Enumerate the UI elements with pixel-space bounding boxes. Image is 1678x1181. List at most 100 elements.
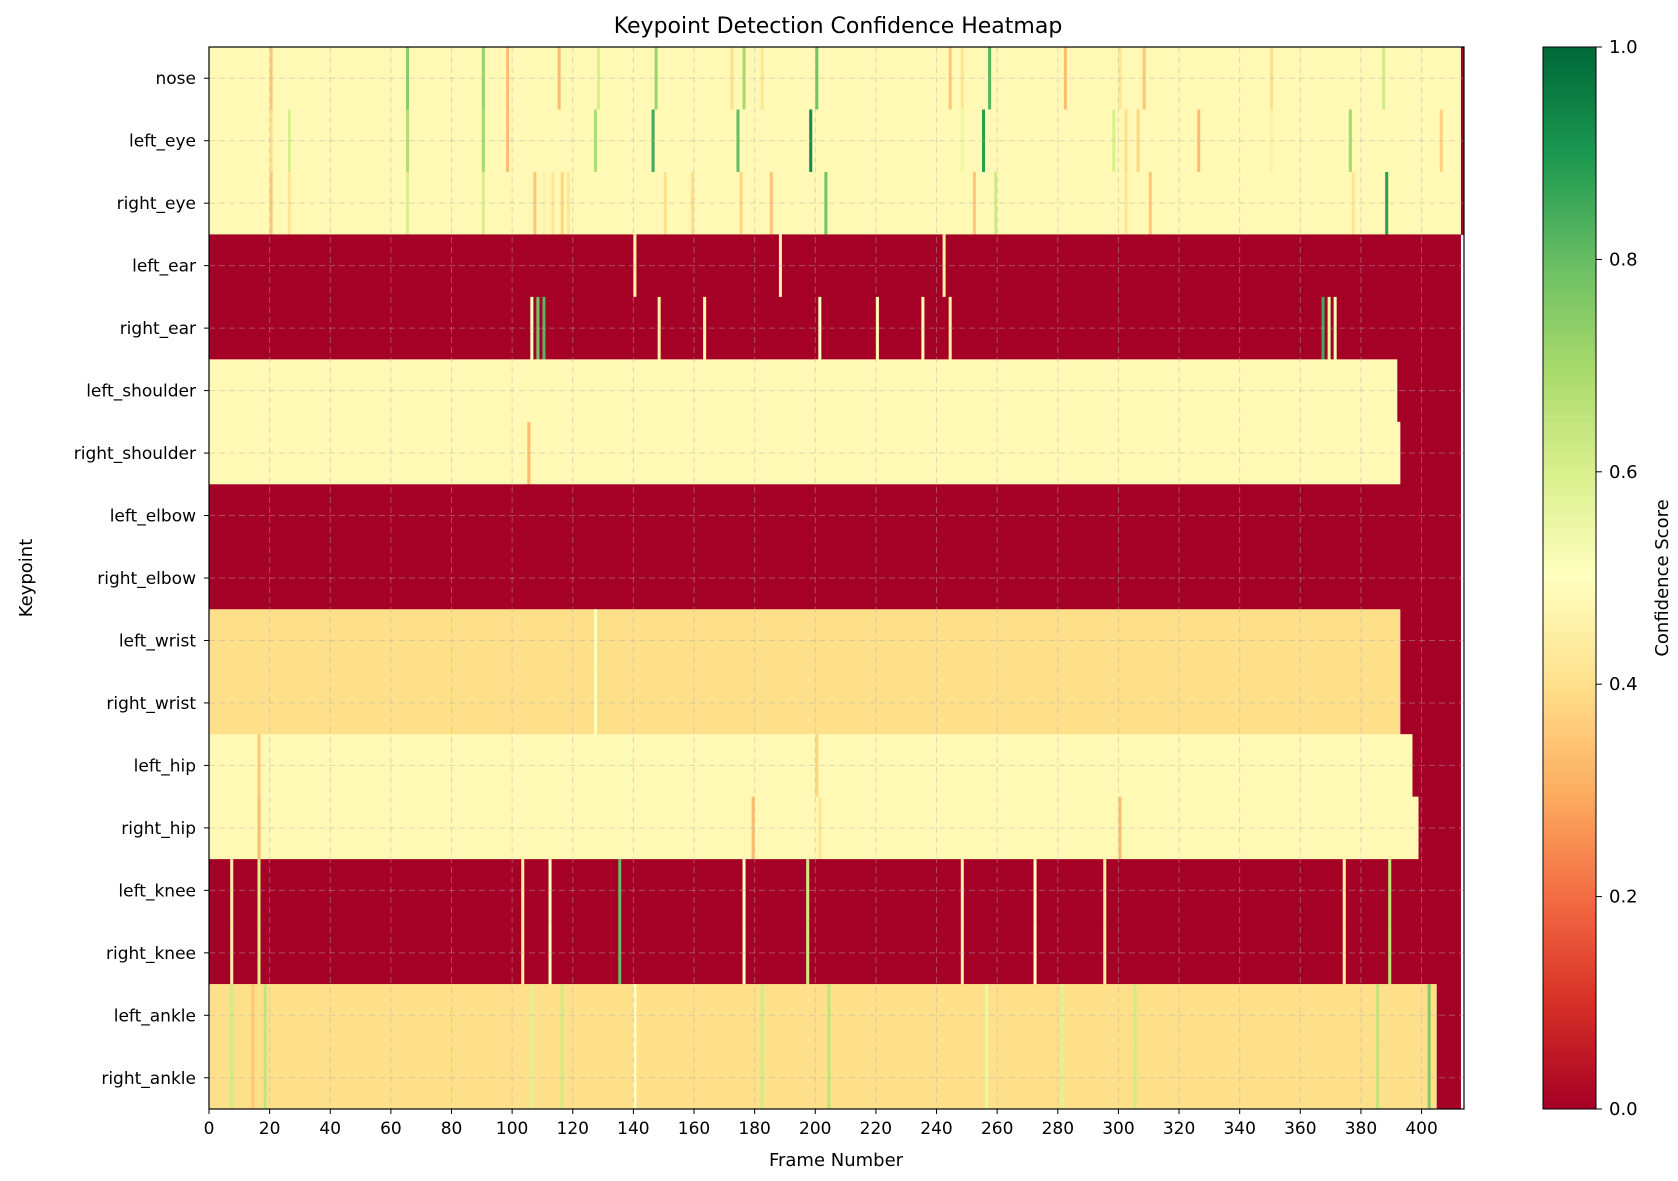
- colorbar-tick-label-0.4: 0.4: [1609, 674, 1638, 695]
- x-tick-label-160: 160: [678, 1119, 710, 1139]
- heatmap-cell-left_ankle-frame-106: [530, 984, 534, 1048]
- heatmap-segment-right_elbow-0: [209, 546, 1461, 610]
- heatmap-segment-right_ankle-1: [1436, 1046, 1461, 1110]
- heatmap-cell-nose-frame-308: [1142, 47, 1146, 110]
- heatmap-cell-left_ankle-frame-402: [1427, 984, 1431, 1048]
- heatmap-cell-nose-frame-65: [406, 47, 410, 110]
- heatmap-cell-left_eye-frame-248: [960, 109, 964, 173]
- heatmap-cell-right_eye-frame-118: [566, 171, 570, 235]
- y-tick-label-left_shoulder: left_shoulder: [86, 382, 196, 402]
- heatmap-cell-nose-frame-20: [269, 47, 273, 110]
- heatmap-cell-left_knee-frame-272: [1033, 859, 1037, 923]
- heatmap-cell-right_eye-frame-259: [994, 171, 998, 235]
- heatmap-cell-right_hip-frame-179: [751, 796, 755, 860]
- x-tick-label-0: 0: [204, 1119, 215, 1139]
- heatmap-cell-left_ankle-frame-256: [985, 984, 989, 1048]
- heatmap-cell-left_hip-frame-200: [815, 734, 819, 798]
- y-tick-label-left_eye: left_eye: [129, 132, 196, 152]
- heatmap-cells: [209, 47, 1464, 1110]
- heatmap-cell-left_eye-frame-298: [1112, 109, 1116, 173]
- heatmap-segment-right_wrist-0: [209, 671, 1401, 735]
- heatmap-cell-right_eye-frame-116: [560, 171, 564, 235]
- colorbar-label: Confidence Score: [1652, 499, 1673, 656]
- x-tick-label-400: 400: [1405, 1119, 1437, 1139]
- heatmap-cell-left_ear-frame-242: [942, 234, 946, 298]
- heatmap-cell-right_eye-frame-252: [972, 171, 976, 235]
- chart-title: Keypoint Detection Confidence Heatmap: [614, 14, 1063, 39]
- heatmap-cell-left_eye-frame-302: [1124, 109, 1128, 173]
- heatmap-segment-left_ankle-0: [209, 984, 1437, 1048]
- heatmap-cell-left_knee-frame-176: [742, 859, 746, 923]
- heatmap-cell-right_ankle-frame-305: [1133, 1046, 1137, 1110]
- colorbar-tick-label-0.0: 0.0: [1609, 1099, 1638, 1120]
- heatmap-cell-right_eye-frame-110: [542, 171, 546, 235]
- heatmap-cell-nose-frame-128: [597, 47, 601, 110]
- heatmap-cell-right_eye-frame-150: [663, 171, 667, 235]
- heatmap-cell-right_ankle-frame-256: [985, 1046, 989, 1110]
- heatmap-cell-nose-frame-413: [1460, 47, 1464, 110]
- heatmap-cell-left_ankle-frame-281: [1060, 984, 1064, 1048]
- heatmap-cell-right_ankle-frame-281: [1060, 1046, 1064, 1110]
- heatmap-cell-left_knee-frame-248: [960, 859, 964, 923]
- heatmap-cell-right_ear-frame-367: [1321, 296, 1325, 360]
- y-tick-label-right_eye: right_eye: [117, 194, 196, 214]
- heatmap-segment-right_wrist-1: [1400, 671, 1461, 735]
- heatmap-cell-nose-frame-176: [742, 47, 746, 110]
- heatmap-cell-right_knee-frame-112: [548, 921, 552, 985]
- heatmap-cell-nose-frame-115: [557, 47, 561, 110]
- x-tick-label-220: 220: [860, 1119, 892, 1139]
- heatmap-segment-left_wrist-1: [1400, 609, 1461, 673]
- heatmap-cell-nose-frame-300: [1118, 47, 1122, 110]
- heatmap-cell-left_eye-frame-20: [269, 109, 273, 173]
- x-tick-label-40: 40: [319, 1119, 341, 1139]
- heatmap-cell-right_ear-frame-201: [818, 296, 822, 360]
- heatmap-cell-nose-frame-90: [481, 47, 485, 110]
- colorbar: [1542, 46, 1597, 1110]
- y-tick-label-right_wrist: right_wrist: [106, 694, 196, 714]
- heatmap-segment-right_hip-1: [1418, 796, 1461, 860]
- x-tick-label-60: 60: [380, 1119, 402, 1139]
- heatmap-cell-left_ankle-frame-18: [263, 984, 267, 1048]
- heatmap-cell-left_eye-frame-255: [982, 109, 986, 173]
- y-tick-label-right_knee: right_knee: [106, 944, 196, 964]
- heatmap-cell-right_ankle-frame-116: [560, 1046, 564, 1110]
- heatmap-segment-nose-0: [209, 47, 1461, 110]
- x-tick-label-320: 320: [1163, 1119, 1195, 1139]
- x-tick-label-260: 260: [981, 1119, 1013, 1139]
- heatmap-cell-left_eye-frame-198: [809, 109, 813, 173]
- heatmap-cell-right_ear-frame-148: [657, 296, 661, 360]
- heatmap-cell-right_eye-frame-159: [690, 171, 695, 235]
- x-tick-label-80: 80: [441, 1119, 463, 1139]
- heatmap-cell-right_eye-frame-26: [287, 171, 291, 235]
- heatmap-segment-right_shoulder-0: [209, 421, 1401, 485]
- heatmap-segment-right_ear-0: [209, 296, 1461, 360]
- heatmap-cell-right_ear-frame-369: [1327, 296, 1331, 360]
- heatmap-cell-nose-frame-350: [1269, 47, 1274, 110]
- heatmap-segment-right_hip-0: [209, 796, 1419, 860]
- heatmap-cell-right_eye-frame-310: [1148, 171, 1152, 235]
- heatmap-cell-right_ankle-frame-18: [263, 1046, 267, 1110]
- grid-lines: [208, 47, 1464, 1109]
- heatmap-cell-right_knee-frame-295: [1103, 921, 1107, 985]
- x-tick-label-120: 120: [557, 1119, 589, 1139]
- heatmap-cell-nose-frame-182: [760, 47, 764, 110]
- heatmap-cell-nose-frame-257: [988, 47, 992, 110]
- colorbar-tick-label-1.0: 1.0: [1609, 37, 1638, 58]
- heatmap-cell-right_eye-frame-65: [406, 171, 410, 235]
- y-tick-label-right_shoulder: right_shoulder: [74, 444, 196, 464]
- y-tick-label-left_ear: left_ear: [132, 257, 196, 277]
- x-tick-label-360: 360: [1284, 1119, 1316, 1139]
- heatmap-segment-left_hip-1: [1412, 734, 1461, 798]
- heatmap-cell-left_eye-frame-306: [1136, 109, 1140, 173]
- heatmap-cell-left_ankle-frame-7: [230, 984, 234, 1048]
- heatmap-cell-left_ear-frame-140: [633, 234, 637, 298]
- heatmap-cell-left_hip-frame-137: [624, 734, 628, 798]
- heatmap-cell-left_knee-frame-389: [1388, 859, 1392, 923]
- heatmap-cell-left_eye-frame-146: [651, 109, 655, 173]
- heatmap-cell-right_ear-frame-220: [875, 296, 879, 360]
- heatmap-cell-nose-frame-387: [1382, 47, 1386, 110]
- heatmap-cell-right_eye-frame-388: [1385, 171, 1389, 235]
- heatmap-segment-left_hip-0: [209, 734, 1413, 798]
- heatmap-cell-right_eye-frame-203: [824, 171, 828, 235]
